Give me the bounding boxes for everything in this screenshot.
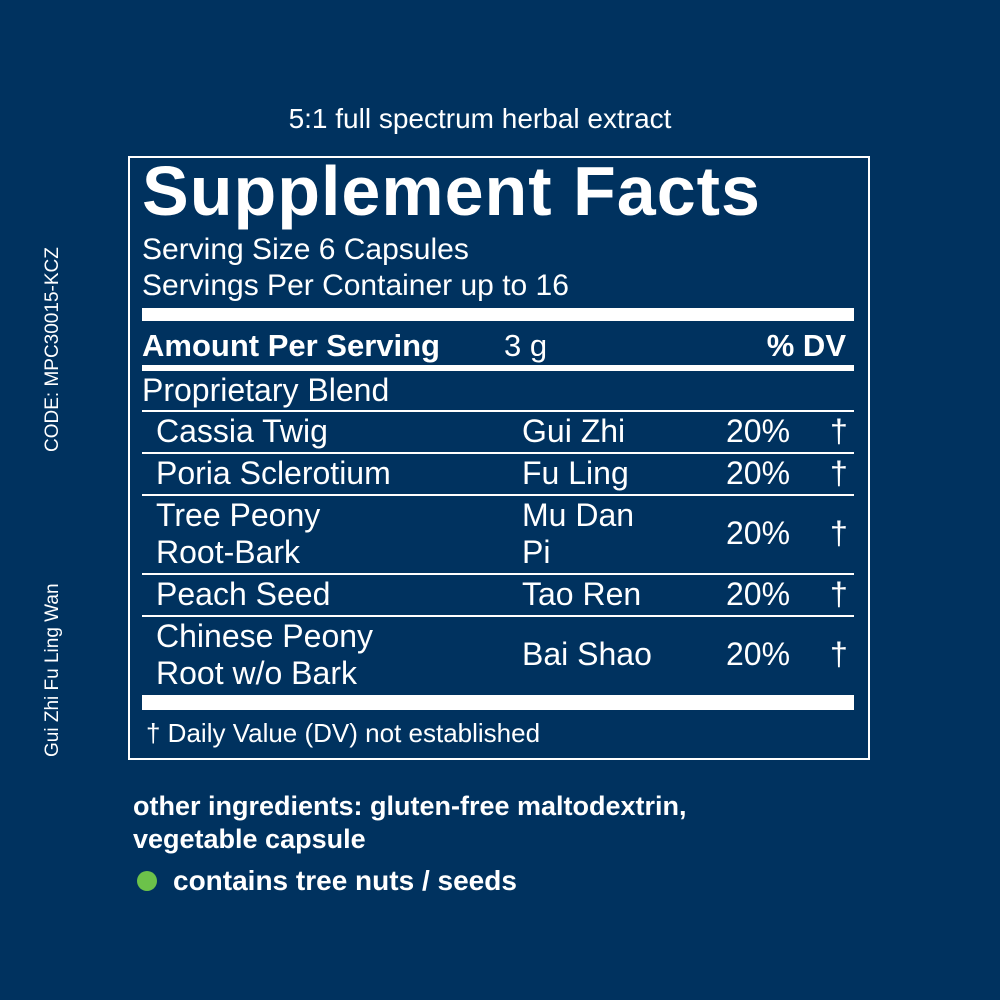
allergen-text: contains tree nuts / seeds	[173, 865, 517, 896]
dagger-mark: †	[830, 413, 848, 449]
ingredient-name: Poria Sclerotium	[156, 455, 391, 491]
ingredient-row: Poria Sclerotium Fu Ling 20% †	[142, 455, 854, 492]
row-divider	[142, 452, 854, 454]
medium-divider	[142, 365, 854, 371]
thick-divider-bottom	[142, 695, 854, 710]
product-code: CODE: MPC30015-KCZ	[42, 247, 63, 452]
ingredient-pinyin: Mu Dan Pi	[522, 497, 635, 570]
row-divider	[142, 494, 854, 496]
ingredient-dv: 20%	[726, 636, 791, 672]
ingredient-pinyin: Bai Shao	[522, 636, 652, 672]
ingredient-dv: 20%	[726, 413, 791, 449]
dagger-mark: †	[830, 636, 848, 672]
ingredient-name: Tree Peony Root-Bark	[156, 497, 321, 570]
ingredient-row: Tree Peony Root-Bark Mu Dan Pi 20% †	[142, 497, 854, 571]
ingredient-dv: 20%	[726, 515, 791, 551]
ingredient-pinyin: Fu Ling	[522, 455, 629, 491]
other-ingredients: other ingredients: gluten-free maltodext…	[133, 791, 687, 854]
dv-footnote: † Daily Value (DV) not established	[146, 718, 541, 748]
tagline: 5:1 full spectrum herbal extract	[288, 103, 672, 134]
row-divider	[142, 615, 854, 617]
ingredient-pinyin: Gui Zhi	[522, 413, 626, 449]
thick-divider	[142, 308, 854, 321]
dv-header: % DV	[766, 328, 846, 363]
dagger-mark: †	[830, 515, 848, 551]
serving-size: Serving Size 6 Capsules	[142, 233, 469, 266]
ingredient-dv: 20%	[726, 455, 791, 491]
row-divider	[142, 410, 854, 412]
ingredient-row: Cassia Twig Gui Zhi 20% †	[142, 413, 854, 450]
blend-label: Proprietary Blend	[142, 372, 390, 408]
amount-per-serving-label: Amount Per Serving	[142, 328, 440, 363]
row-divider	[142, 573, 854, 575]
product-name-vertical: Gui Zhi Fu Ling Wan	[42, 583, 63, 757]
ingredient-row: Chinese Peony Root w/o Bark Bai Shao 20%…	[142, 618, 854, 692]
ingredient-name: Chinese Peony Root w/o Bark	[156, 618, 374, 691]
ingredient-name: Cassia Twig	[156, 413, 328, 449]
ingredient-row: Peach Seed Tao Ren 20% †	[142, 576, 854, 613]
dagger-mark: †	[830, 455, 848, 491]
allergen-dot-icon	[137, 871, 157, 891]
amount-value: 3 g	[504, 328, 548, 363]
supplement-facts-panel: Supplement Facts Serving Size 6 Capsules…	[128, 152, 870, 760]
servings-per-container: Servings Per Container up to 16	[142, 269, 569, 302]
dagger-mark: †	[830, 576, 848, 612]
ingredient-pinyin: Tao Ren	[522, 576, 642, 612]
ingredient-name: Peach Seed	[156, 576, 331, 612]
panel-title: Supplement Facts	[142, 152, 761, 230]
ingredient-dv: 20%	[726, 576, 791, 612]
